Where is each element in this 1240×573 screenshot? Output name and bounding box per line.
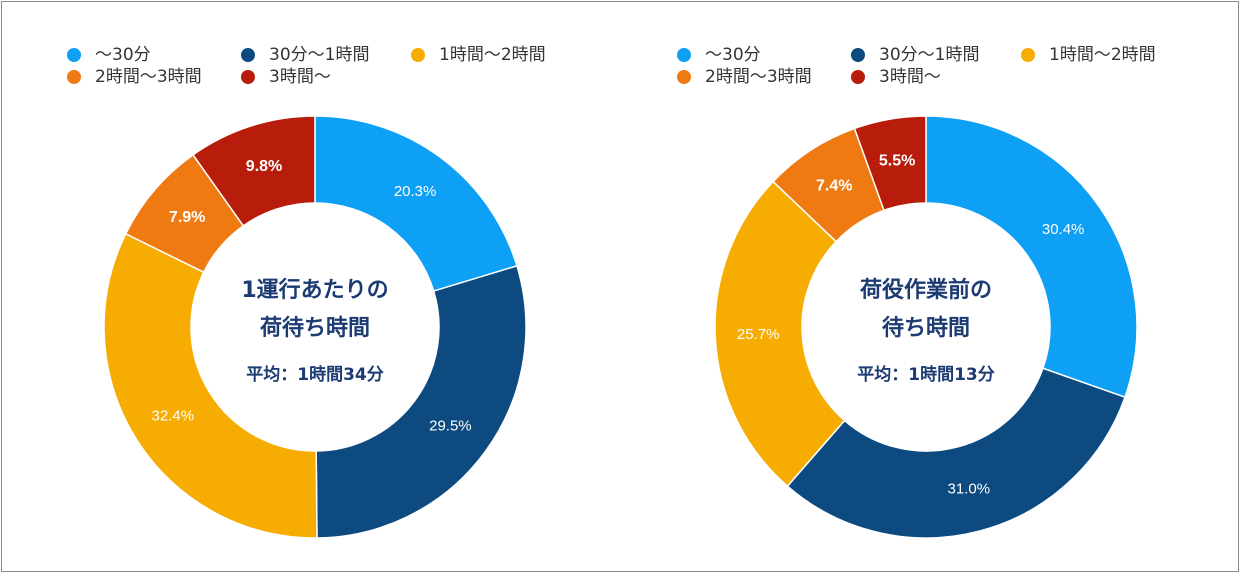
legend-swatch — [1021, 48, 1035, 62]
data-label-1h-to-2h: 25.7% — [737, 326, 780, 343]
data-label-30-to-1h: 31.0% — [948, 480, 991, 497]
legend-swatch — [851, 48, 865, 62]
legend-swatch — [411, 48, 425, 62]
data-label-30-to-1h: 29.5% — [429, 417, 472, 434]
donut-slice-under-30 — [925, 115, 1138, 399]
donut-slice-under-30 — [314, 115, 518, 292]
donut-chart-loading-wait: 20.3% 29.5% 32.4% 7.9% 9.8% — [103, 115, 527, 539]
center-average: 平均：1時間13分 — [857, 365, 995, 385]
chart-panel-pre-handling-wait: 〜30分 30分〜1時間 1時間〜2時間 2時間〜3時間 3時間〜 30.4% 3… — [613, 2, 1223, 571]
legend-label: 30分〜1時間 — [879, 45, 980, 65]
legend-swatch — [241, 70, 255, 84]
center-title-line2: 荷待ち時間 — [259, 316, 370, 341]
data-label-2h-to-3h: 7.9% — [169, 209, 205, 226]
data-label-over-3h: 5.5% — [879, 153, 915, 170]
data-label-2h-to-3h: 7.4% — [816, 178, 852, 195]
center-title-line1: 荷役作業前の — [859, 278, 992, 303]
center-label: 荷役作業前の 待ち時間 平均：1時間13分 — [826, 272, 1026, 385]
legend-label: 〜30分 — [95, 45, 151, 65]
center-title-line2: 待ち時間 — [881, 316, 970, 341]
legend-label: 1時間〜2時間 — [439, 45, 546, 65]
legend-swatch — [851, 70, 865, 84]
legend-label: 〜30分 — [705, 45, 761, 65]
legend-label: 2時間〜3時間 — [95, 67, 202, 87]
legend-label: 2時間〜3時間 — [705, 67, 812, 87]
donut-slice-30-to-1h — [786, 367, 1126, 539]
legend-swatch — [677, 48, 691, 62]
donut-slice-over-3h — [853, 115, 927, 212]
donut-chart-pre-handling-wait: 30.4% 31.0% 25.7% 7.4% 5.5% — [714, 115, 1138, 539]
legend-label: 3時間〜 — [269, 67, 331, 87]
center-average: 平均：1時間34分 — [246, 365, 384, 385]
legend-swatch — [677, 70, 691, 84]
center-label: 1運行あたりの 荷待ち時間 平均：1時間34分 — [215, 272, 415, 385]
data-label-under-30: 30.4% — [1042, 221, 1085, 238]
center-title-line1: 1運行あたりの — [241, 278, 389, 303]
donut-slice-1h-to-2h — [714, 180, 846, 488]
legend-label: 30分〜1時間 — [269, 45, 370, 65]
legend-label: 3時間〜 — [879, 67, 941, 87]
donut-slice-30-to-1h — [315, 264, 527, 539]
data-label-under-30: 20.3% — [394, 183, 437, 200]
data-label-over-3h: 9.8% — [246, 158, 282, 175]
legend-swatch — [67, 70, 81, 84]
donut-slice-over-3h — [191, 115, 316, 227]
donut-slice-1h-to-2h — [103, 232, 318, 539]
legend-label: 1時間〜2時間 — [1049, 45, 1156, 65]
legend-swatch — [67, 48, 81, 62]
chart-panel-loading-wait: 〜30分 30分〜1時間 1時間〜2時間 2時間〜3時間 3時間〜 20.3% 2… — [2, 2, 612, 571]
legend-swatch — [241, 48, 255, 62]
data-label-1h-to-2h: 32.4% — [152, 407, 195, 424]
